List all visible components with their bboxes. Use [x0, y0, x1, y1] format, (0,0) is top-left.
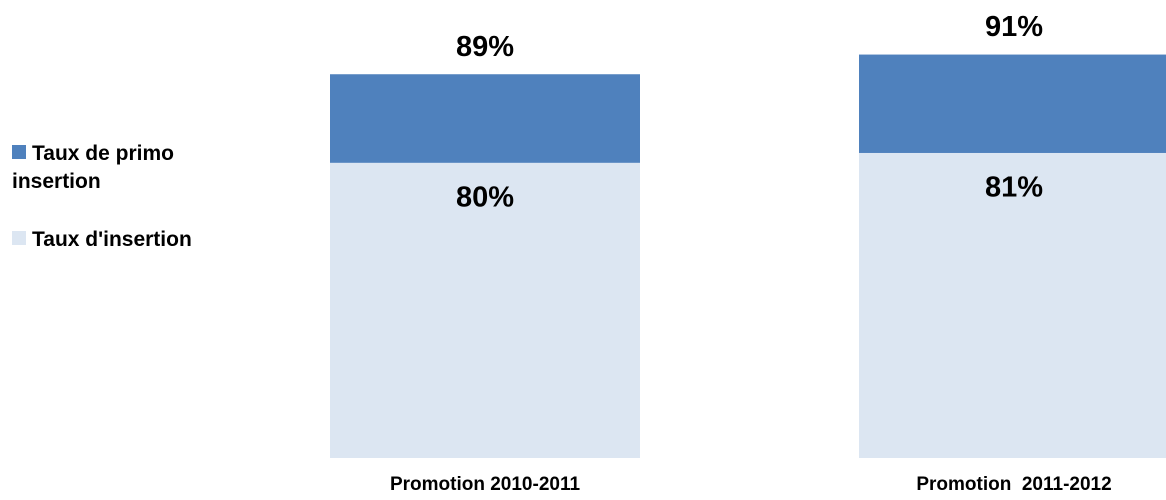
- x-tick-label: Promotion 2010-2011: [390, 474, 581, 495]
- legend-entry: Taux d'insertion: [12, 226, 252, 254]
- legend-entry: Taux de primo insertion: [12, 140, 252, 196]
- legend-swatch: [12, 231, 26, 245]
- legend-label: Taux d'insertion: [32, 228, 192, 251]
- legend-swatch: [12, 145, 26, 159]
- data-label: 80%: [456, 181, 514, 213]
- bar: [330, 162, 640, 459]
- bar: [859, 152, 1166, 458]
- x-tick-label: Promotion 2011-2012: [916, 474, 1111, 495]
- data-label: 81%: [985, 172, 1043, 204]
- data-label: 89%: [456, 31, 514, 63]
- legend-label: Taux de primo insertion: [12, 142, 174, 193]
- data-label: 91%: [985, 11, 1043, 43]
